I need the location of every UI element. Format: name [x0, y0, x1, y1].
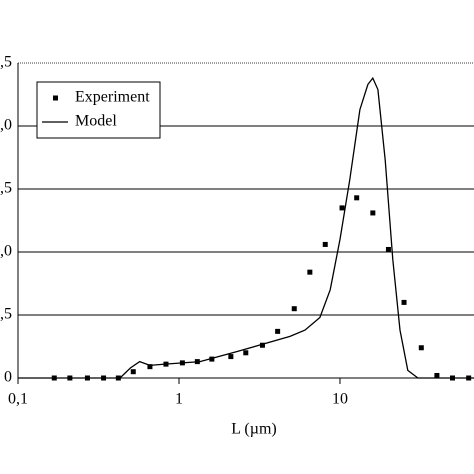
data-point	[130, 369, 136, 375]
data-point	[385, 246, 391, 252]
legend-label: Model	[75, 113, 117, 130]
data-point	[228, 354, 234, 360]
legend-marker	[53, 95, 58, 101]
data-point	[209, 356, 215, 362]
y-tick-label: 2,5	[0, 54, 12, 71]
x-tick-label: 0,1	[8, 391, 28, 408]
data-point	[434, 372, 440, 378]
y-tick-label: 0,5	[0, 306, 12, 323]
data-point	[275, 328, 281, 334]
data-point	[259, 342, 265, 348]
x-axis-label: L (µm)	[231, 421, 277, 438]
data-point	[243, 350, 249, 356]
data-point	[370, 210, 376, 216]
y-tick-label: 0	[4, 369, 12, 386]
data-point	[401, 299, 407, 305]
y-tick-label: 2,0	[0, 117, 12, 134]
legend-box	[36, 81, 161, 139]
x-tick-label: 10	[332, 391, 348, 408]
data-point	[354, 195, 360, 201]
data-point	[291, 306, 297, 312]
model-line	[18, 76, 474, 379]
data-point	[147, 364, 153, 370]
y-tick-label: 1,5	[0, 180, 12, 197]
data-point	[418, 345, 424, 351]
data-point	[322, 241, 328, 247]
legend-label: Experiment	[75, 89, 150, 106]
data-point	[307, 269, 313, 275]
y-tick-label: 1,0	[0, 243, 12, 260]
data-point	[339, 205, 345, 211]
x-tick-label: 1	[175, 391, 183, 408]
